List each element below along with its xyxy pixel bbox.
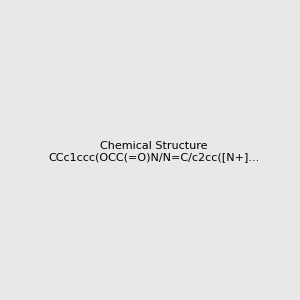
Text: Chemical Structure
CCc1ccc(OCC(=O)N/N=C/c2cc([N+]...: Chemical Structure CCc1ccc(OCC(=O)N/N=C/… <box>48 141 260 162</box>
